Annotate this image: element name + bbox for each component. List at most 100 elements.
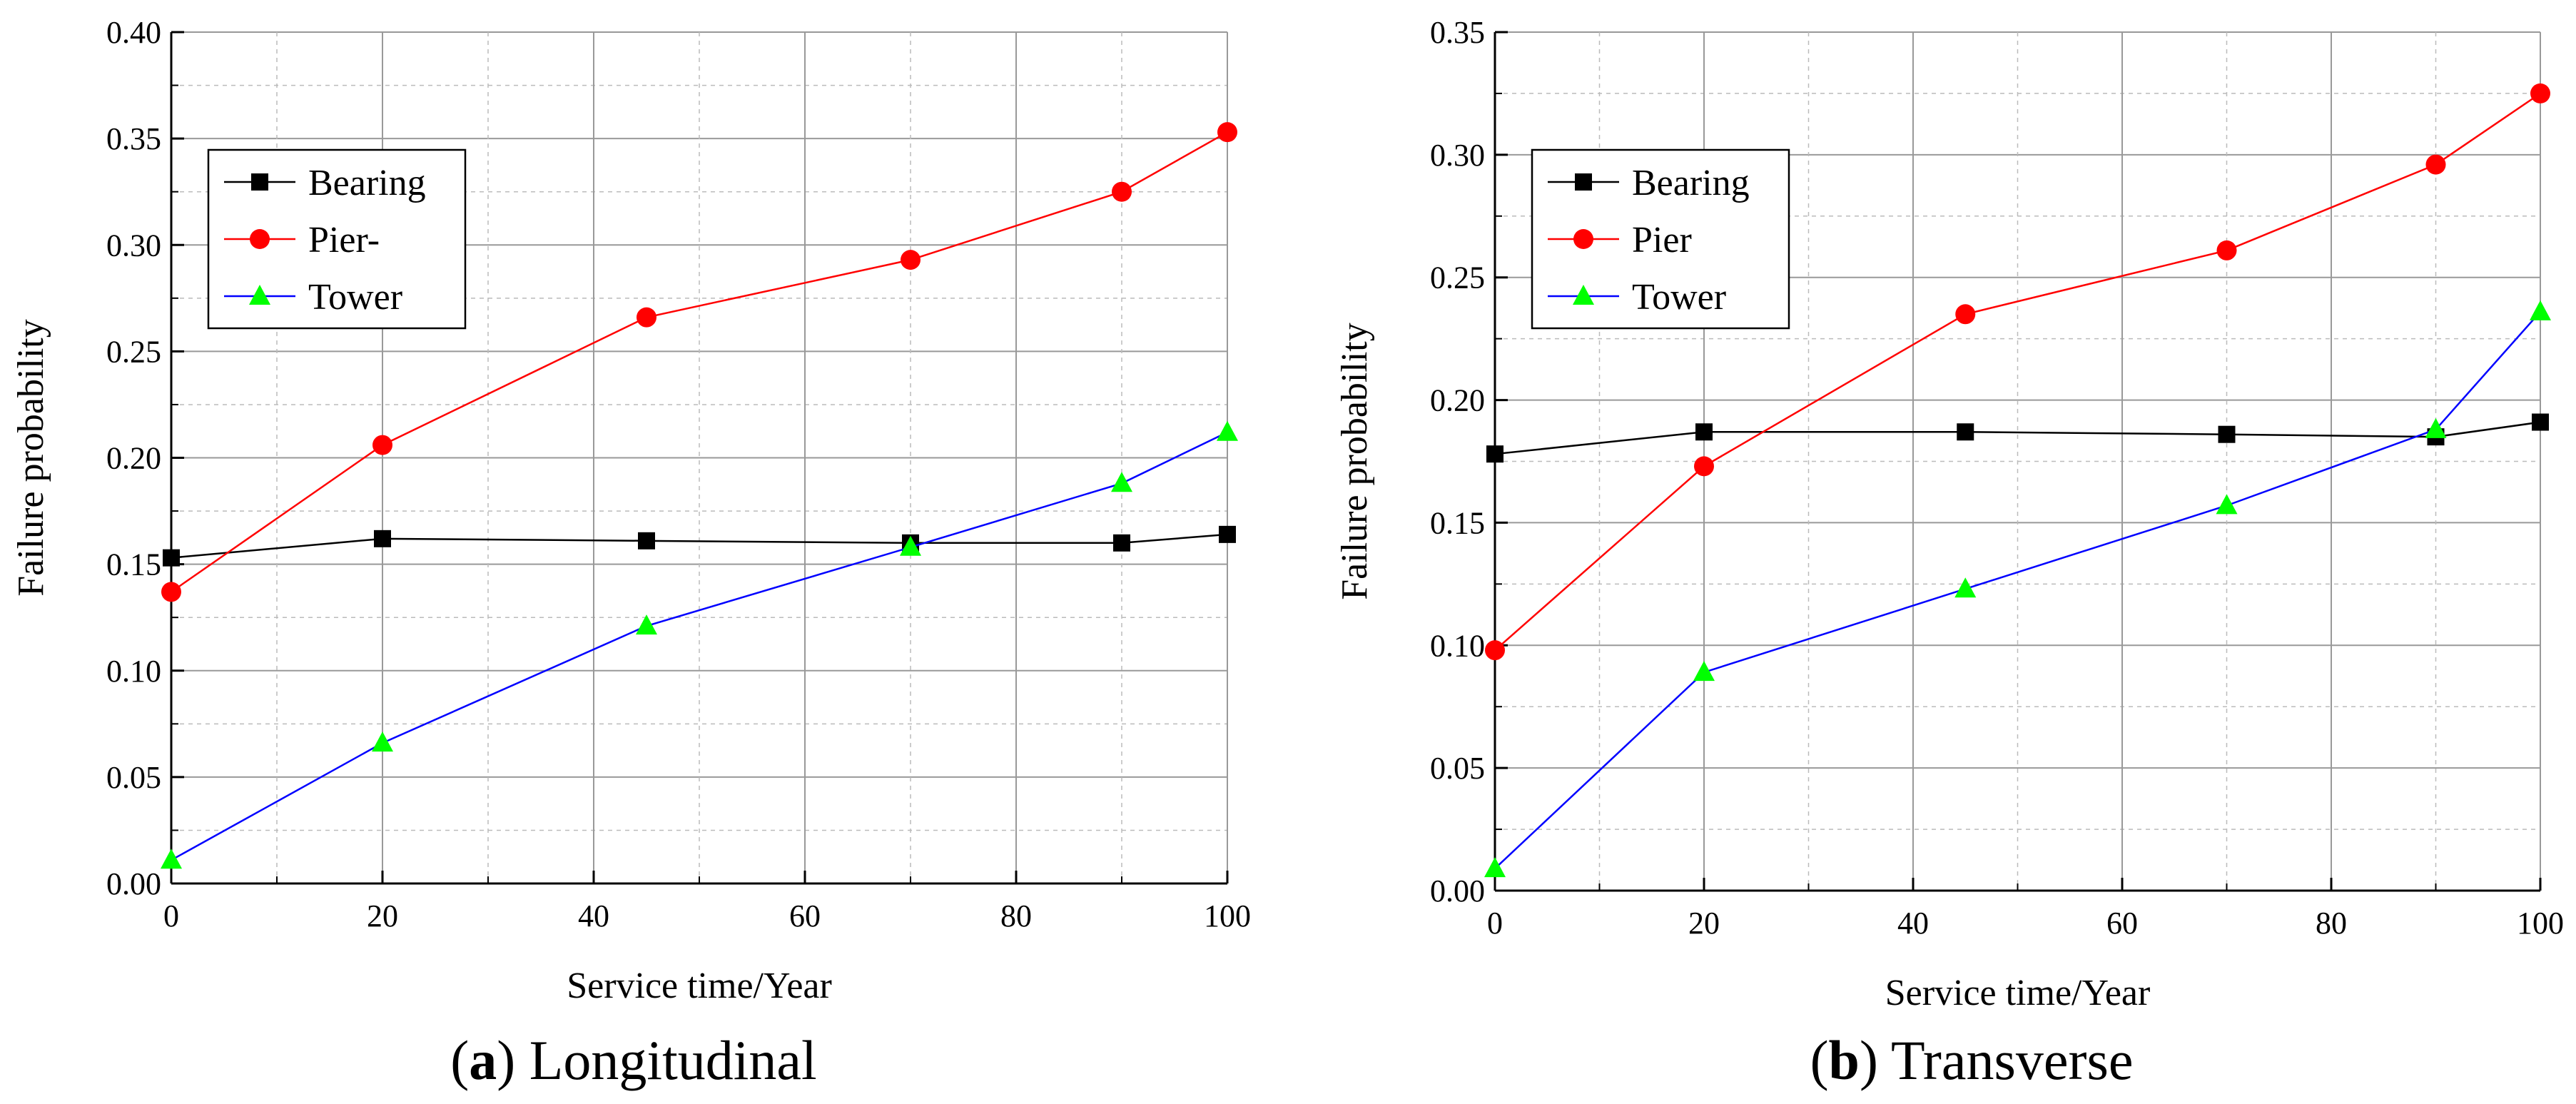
caption-transverse: (b) Transverse bbox=[1810, 1029, 2134, 1091]
data-point bbox=[161, 849, 182, 869]
data-point bbox=[1957, 423, 1974, 441]
data-point bbox=[2530, 300, 2551, 320]
y-tick-label: 0.05 bbox=[1430, 751, 1485, 786]
y-tick-label: 0.20 bbox=[1430, 383, 1485, 418]
data-point bbox=[1219, 525, 1236, 543]
data-point bbox=[161, 582, 181, 602]
y-tick-label: 0.00 bbox=[1430, 873, 1485, 908]
data-point bbox=[638, 532, 655, 550]
data-point bbox=[1694, 456, 1714, 477]
series-line bbox=[1494, 421, 2541, 455]
x-tick-label: 0 bbox=[163, 898, 179, 933]
data-point bbox=[1954, 577, 1977, 598]
data-point bbox=[1955, 304, 1976, 325]
x-tick-label: 40 bbox=[578, 898, 609, 933]
chart-panel-longitudinal: 0.00 0.05 0.10 0.15 0.20 0.25 0.30 0.35 0.40 0 20 4… bbox=[11, 15, 1251, 1006]
data-point bbox=[1112, 181, 1132, 202]
x-tick-label: 100 bbox=[1204, 898, 1251, 933]
legend-label: Tower bbox=[1632, 277, 1726, 318]
y-tick-label: 0.35 bbox=[1430, 15, 1485, 50]
x-tick-label: 0 bbox=[1487, 906, 1503, 941]
y-tick-label: 0.15 bbox=[106, 547, 161, 582]
data-point bbox=[1695, 423, 1713, 441]
data-point bbox=[372, 731, 393, 752]
y-tick-label: 0.05 bbox=[106, 760, 161, 795]
legend-label: Bearing bbox=[308, 163, 426, 203]
data-point bbox=[901, 250, 921, 270]
y-tick-label: 0.30 bbox=[106, 228, 161, 263]
legend: Bearing Pier- Tower bbox=[207, 148, 467, 330]
series-bearing bbox=[1486, 413, 2549, 463]
legend-marker bbox=[1575, 173, 1592, 191]
data-point bbox=[1217, 122, 1237, 143]
data-point bbox=[2218, 425, 2236, 443]
caption-title: Longitudinal bbox=[529, 1029, 817, 1091]
x-tick-label: 80 bbox=[2316, 906, 2347, 941]
y-axis-title: Failure probability bbox=[11, 319, 51, 596]
caption-longitudinal: (a) Longitudinal bbox=[450, 1029, 816, 1091]
legend-label: Pier bbox=[1632, 220, 1692, 260]
data-point bbox=[374, 530, 391, 547]
x-tick-label: 100 bbox=[2517, 906, 2564, 941]
series-tower bbox=[161, 420, 1238, 869]
data-point bbox=[2425, 417, 2447, 438]
data-point bbox=[1485, 640, 1505, 661]
caption-letter: b bbox=[1829, 1029, 1860, 1091]
legend-label: Bearing bbox=[1632, 163, 1750, 203]
caption-letter: a bbox=[469, 1029, 497, 1091]
data-point bbox=[1486, 445, 1503, 463]
x-tick-label: 20 bbox=[1688, 906, 1720, 941]
data-point bbox=[2216, 240, 2237, 260]
data-point bbox=[2425, 154, 2446, 175]
y-tick-label: 0.30 bbox=[1430, 138, 1485, 173]
legend-marker bbox=[251, 173, 268, 191]
y-axis-title: Failure probability bbox=[1334, 323, 1375, 599]
y-tick-label: 0.15 bbox=[1430, 505, 1485, 540]
data-point bbox=[1693, 661, 1715, 682]
legend-marker bbox=[1573, 285, 1594, 305]
data-point bbox=[163, 549, 180, 567]
data-point bbox=[900, 535, 921, 556]
data-point bbox=[1484, 857, 1506, 878]
x-tick-label: 80 bbox=[1000, 898, 1032, 933]
legend-marker bbox=[250, 229, 270, 249]
x-tick-label: 40 bbox=[1897, 906, 1929, 941]
x-tick-label: 60 bbox=[2106, 906, 2138, 941]
data-point bbox=[372, 435, 392, 455]
x-tick-label: 60 bbox=[789, 898, 821, 933]
data-point bbox=[2530, 83, 2550, 103]
legend-marker bbox=[1573, 229, 1593, 249]
y-tick-label: 0.25 bbox=[106, 334, 161, 369]
x-axis-title: Service time/Year bbox=[567, 966, 832, 1006]
x-axis-title: Service time/Year bbox=[1885, 973, 2151, 1013]
data-point bbox=[1113, 534, 1130, 552]
data-point bbox=[2532, 413, 2549, 431]
series-line bbox=[171, 431, 1228, 861]
caption-title: Transverse bbox=[1891, 1029, 2133, 1091]
legend-label: Tower bbox=[308, 277, 402, 318]
series-tower bbox=[1484, 300, 2551, 878]
y-tick-label: 0.25 bbox=[1430, 260, 1485, 295]
series-pier bbox=[1485, 83, 2550, 661]
legend-marker bbox=[249, 285, 270, 305]
series-line bbox=[1494, 92, 2541, 652]
series-line bbox=[171, 131, 1228, 593]
data-point bbox=[637, 307, 656, 328]
chart-panel-transverse: 0.00 0.05 0.10 0.15 0.20 0.25 0.30 0.35 0 20 40 60 8… bbox=[1334, 15, 2564, 1013]
series-line bbox=[1494, 311, 2541, 869]
series-line bbox=[171, 533, 1228, 559]
legend-label: Pier- bbox=[308, 220, 380, 260]
data-point bbox=[2216, 494, 2238, 515]
y-tick-label: 0.40 bbox=[106, 15, 161, 50]
data-point bbox=[636, 614, 657, 635]
y-tick-label: 0.35 bbox=[106, 121, 161, 156]
y-tick-label: 0.00 bbox=[106, 866, 161, 901]
series-pier bbox=[161, 122, 1237, 602]
y-tick-label: 0.10 bbox=[106, 654, 161, 689]
data-point bbox=[1217, 420, 1238, 441]
y-tick-label: 0.20 bbox=[106, 441, 161, 476]
x-tick-label: 20 bbox=[367, 898, 398, 933]
data-point bbox=[1111, 472, 1132, 492]
legend: Bearing Pier Tower bbox=[1531, 148, 1790, 330]
